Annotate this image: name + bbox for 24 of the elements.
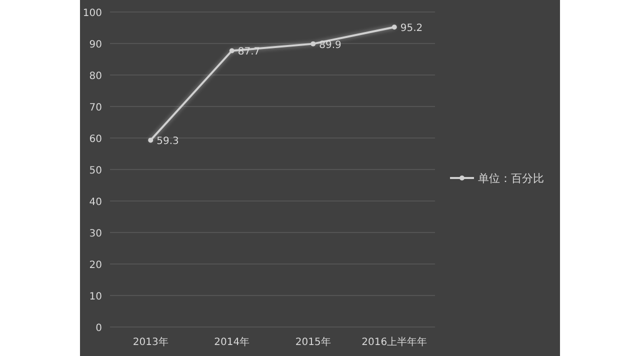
- y-tick-label: 90: [89, 40, 102, 50]
- x-tick-label: 2016上半年年: [362, 336, 428, 348]
- y-tick-label: 0: [96, 323, 102, 334]
- x-tick-label: 2013年: [132, 336, 168, 348]
- data-label: 59.3: [156, 136, 179, 148]
- point: [310, 41, 316, 46]
- data-label: 87.7: [238, 46, 260, 58]
- point: [392, 24, 397, 30]
- y-tick-label: 20: [89, 260, 102, 271]
- point: [229, 48, 234, 54]
- y-tick-label: 50: [89, 166, 102, 176]
- y-tick-label: 100: [82, 8, 102, 19]
- y-tick-label: 60: [89, 134, 102, 145]
- y-tick-label: 30: [89, 228, 102, 240]
- point: [148, 138, 154, 143]
- data-label: 95.2: [400, 23, 423, 34]
- data-label: 89.9: [319, 40, 342, 51]
- x-tick-label: 2014年: [214, 336, 250, 348]
- y-tick-label: 70: [89, 102, 102, 114]
- y-tick-label: 40: [89, 197, 102, 208]
- y-tick-label: 10: [89, 292, 102, 302]
- x-tick-label: 2015年: [295, 336, 331, 348]
- legend-label: 单位：百分比: [478, 172, 544, 185]
- y-tick-label: 80: [89, 71, 102, 82]
